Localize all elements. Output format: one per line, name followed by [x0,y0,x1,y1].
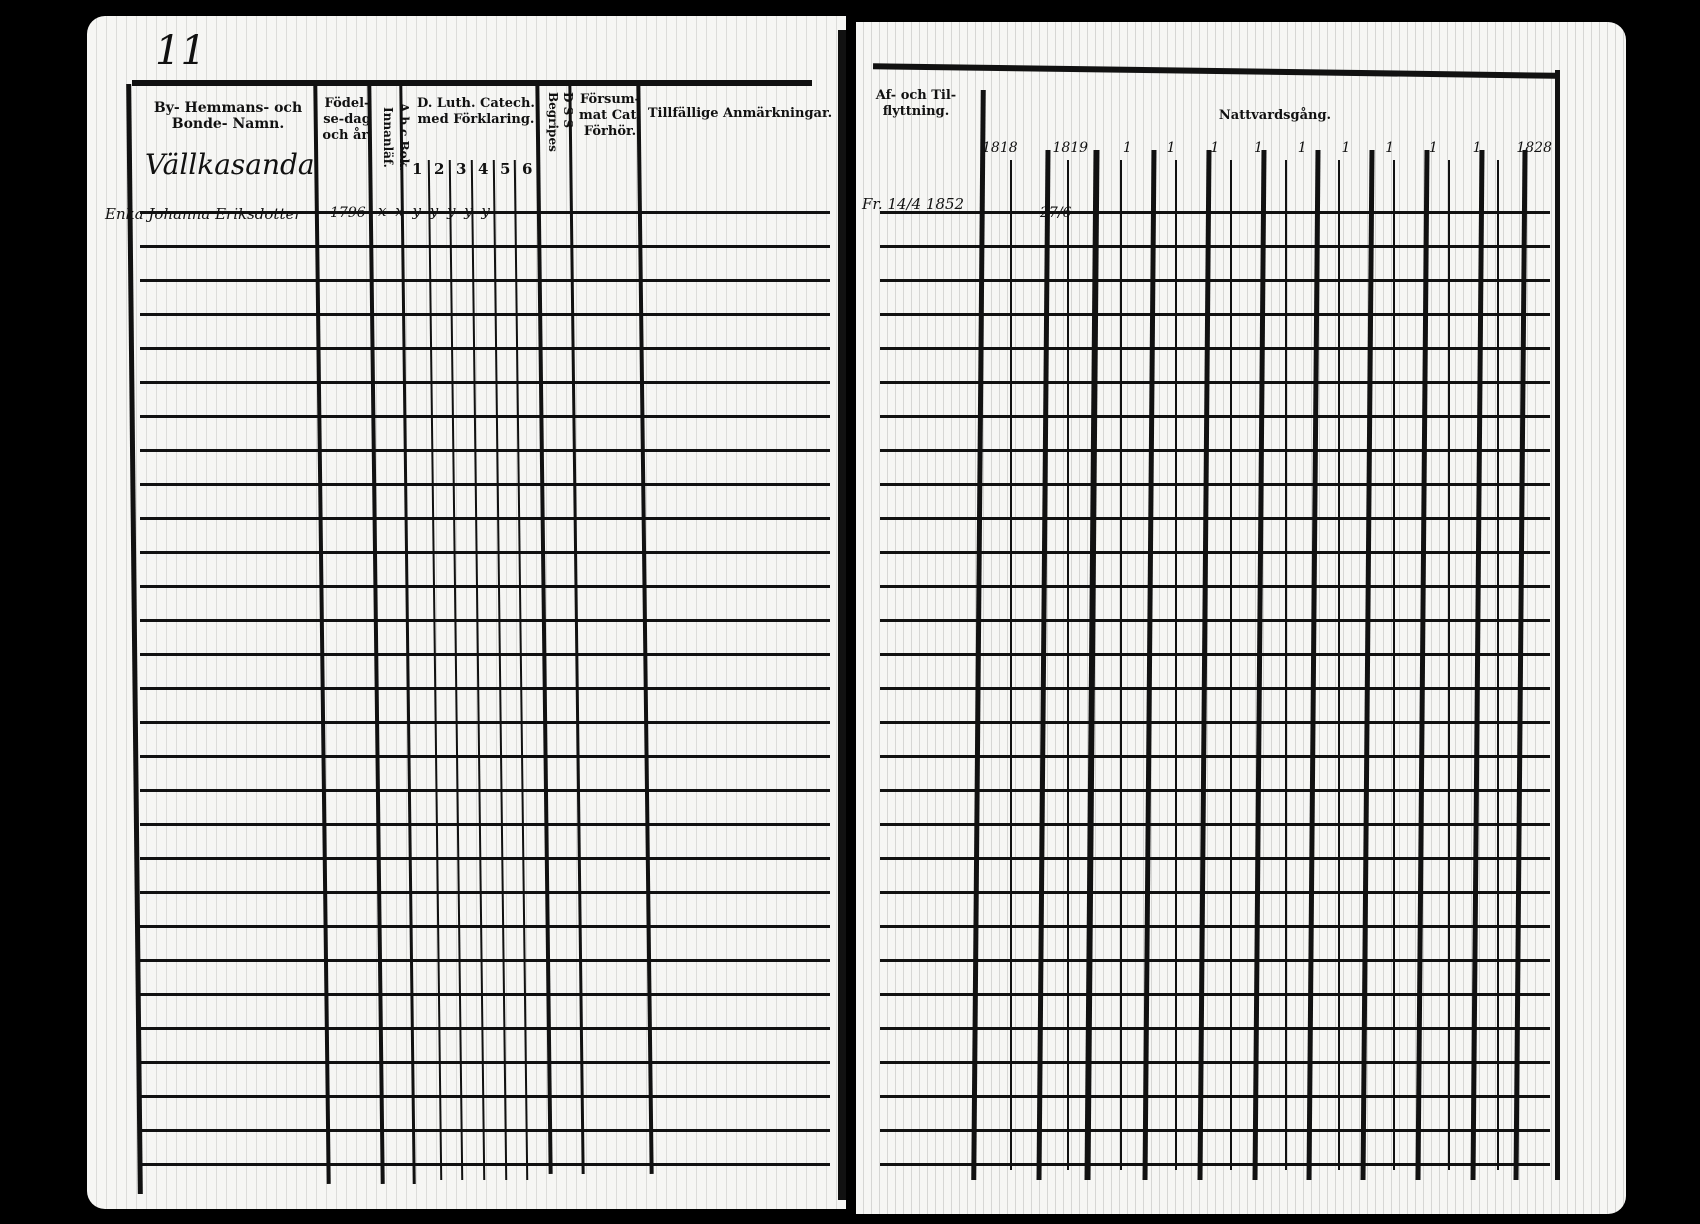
col-line-thin [1120,160,1122,1170]
header-remarks: Tillfällige Anmärkningar. [647,106,833,121]
header-birth: Födel- se-dag och år. [322,96,372,143]
top-rule-left [132,80,812,86]
row-marks: x x y y y y y [378,202,490,220]
col-line-thin [1448,160,1450,1170]
year: 1 [1210,140,1220,156]
header-begripes: Begripes [546,92,560,152]
row-birth: 1796 [330,205,366,221]
year: 1 [1166,140,1176,156]
header-abc: A.b.c.Bok. Innanläf. [381,102,411,172]
year: 1 [1472,140,1482,156]
col-line-thin [1175,160,1177,1170]
header-name: By- Hemmans- och Bonde- Namn. [153,100,303,132]
year: 1 [1385,140,1395,156]
village-name: Vällkasanda [145,148,315,181]
col-line-thin [1497,160,1499,1170]
catechism-columns: 1 2 3 4 5 6 [412,160,538,178]
row-moving: Fr. 14/4 1852 [862,195,965,213]
cat-col: 5 [500,160,511,178]
row-communion: 27/6 [1040,205,1072,221]
col-line [1555,70,1560,1180]
year: 1 [1341,140,1351,156]
row-name: Enka Johanna Eriksdotter [105,205,302,223]
col-line-thin [1067,160,1069,1170]
year: 1 [1254,140,1263,156]
year: 1 [1122,140,1132,156]
cat-col: 3 [456,160,467,178]
year: 1 [1297,140,1307,156]
col-line-thin [1285,160,1287,1170]
header-communion: Nattvardsgång. [1218,108,1332,123]
col-line-thin [1230,160,1232,1170]
cat-col: 6 [522,160,533,178]
header-moving: Af- och Til- flyttning. [875,88,957,119]
year: 1 [1428,140,1438,156]
col-line-thin [1338,160,1340,1170]
header-neglected: Försum- mat Cat. Förhör. [578,92,641,139]
year: 1818 [982,140,1018,156]
col-line-thin [1010,160,1012,1170]
cat-col: 2 [434,160,445,178]
gutter [838,30,846,1200]
header-catechism: D. Luth. Catech. med Förklaring. [417,96,535,127]
page-number: 11 [155,28,206,74]
cat-col: 4 [478,160,489,178]
year: 1828 [1516,140,1552,156]
row-lines-right [880,180,1550,1190]
col-line-thin [1393,160,1395,1170]
year: 1819 [1052,140,1089,156]
header-dss: D S S [561,92,575,129]
cat-col: 1 [412,160,423,178]
year-labels: 1818 1819 1 1 1 1 1 1 1 1 1 1828 [982,140,1552,156]
row-lines-left [140,180,830,1192]
